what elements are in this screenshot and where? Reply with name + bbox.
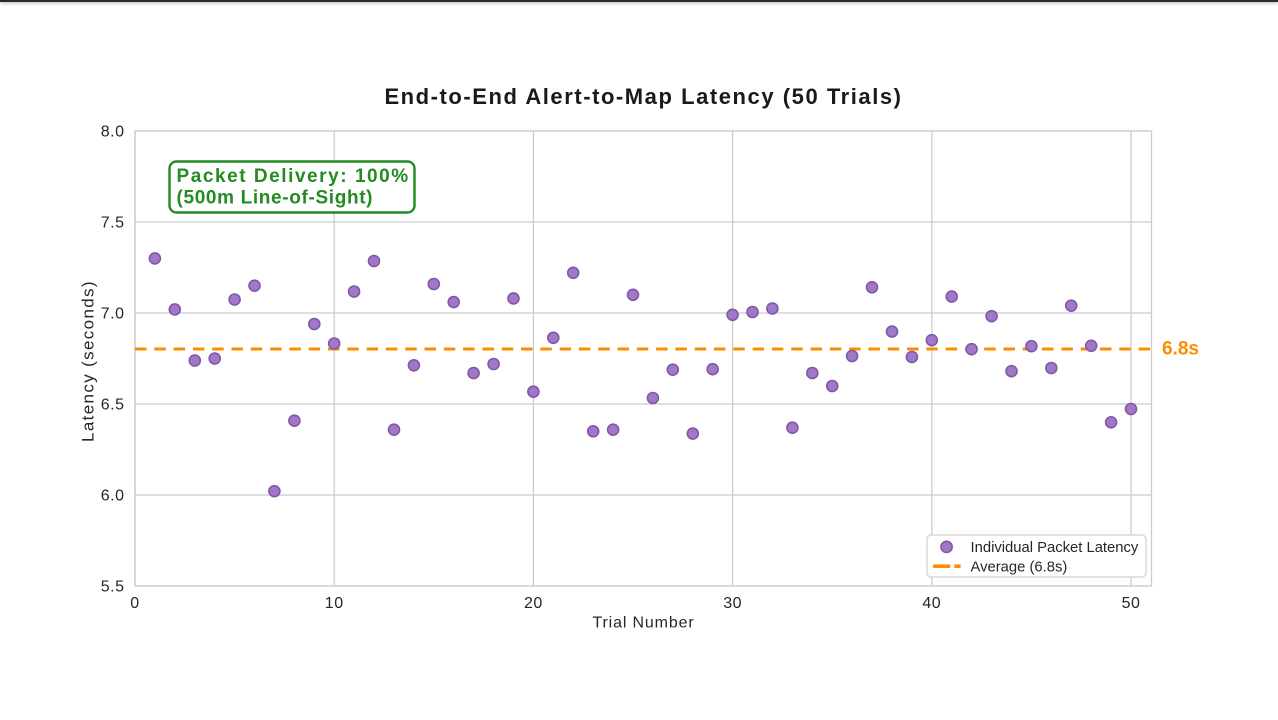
svg-text:30: 30 bbox=[723, 595, 742, 612]
svg-text:Packet Delivery: 100%: Packet Delivery: 100% bbox=[177, 166, 410, 187]
svg-text:10: 10 bbox=[325, 595, 344, 612]
svg-text:End-to-End Alert-to-Map Latenc: End-to-End Alert-to-Map Latency (50 Tria… bbox=[384, 84, 902, 109]
svg-text:40: 40 bbox=[922, 595, 941, 612]
svg-text:(500m Line-of-Sight): (500m Line-of-Sight) bbox=[177, 188, 374, 209]
svg-text:Average (6.8s): Average (6.8s) bbox=[971, 559, 1068, 575]
svg-text:5.5: 5.5 bbox=[101, 579, 125, 596]
svg-text:Individual Packet Latency: Individual Packet Latency bbox=[971, 540, 1139, 556]
svg-text:Trial Number: Trial Number bbox=[592, 615, 694, 632]
svg-text:20: 20 bbox=[524, 595, 543, 612]
svg-text:0: 0 bbox=[130, 595, 139, 612]
svg-text:50: 50 bbox=[1122, 595, 1141, 612]
svg-text:Latency (seconds): Latency (seconds) bbox=[79, 280, 98, 442]
svg-text:6.0: 6.0 bbox=[101, 488, 125, 505]
svg-text:7.0: 7.0 bbox=[101, 306, 125, 323]
svg-text:6.8s: 6.8s bbox=[1162, 339, 1199, 360]
svg-text:7.5: 7.5 bbox=[101, 215, 125, 232]
svg-text:8.0: 8.0 bbox=[101, 124, 125, 141]
svg-text:6.5: 6.5 bbox=[101, 397, 125, 414]
